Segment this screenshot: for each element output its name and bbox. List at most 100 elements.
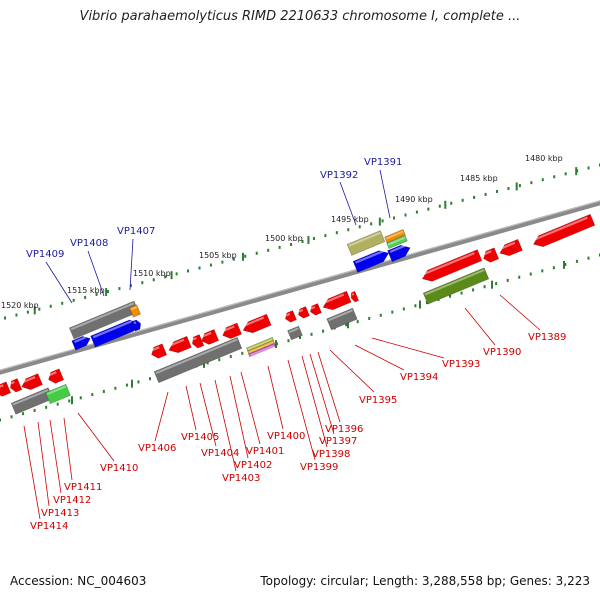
scale-tick-label: 1505 kbp (199, 251, 237, 260)
feature-stripe-1 (246, 336, 274, 352)
scale-line-upper (4, 163, 600, 320)
scale-tick-label: 1510 kbp (133, 269, 171, 278)
scale-tick-label: 1515 kbp (67, 286, 105, 295)
gene-vp1400[interactable] (241, 313, 272, 336)
gene-vp1409[interactable] (71, 334, 92, 351)
gene-label-vp1400[interactable]: VP1400 (267, 431, 305, 442)
gene-label-vp1406-leader (154, 391, 169, 442)
gene-label-vp1411[interactable]: VP1411 (64, 482, 102, 493)
gene-vp1393[interactable] (481, 247, 500, 264)
accession-text: Accession: NC_004603 (10, 574, 147, 588)
gene-label-vp1403-leader (214, 379, 237, 472)
scale-tick-label: 1480 kbp (525, 154, 563, 163)
gene-vp1397[interactable] (308, 303, 322, 316)
feature-green-lower (422, 267, 490, 305)
gene-label-vp1390-leader (464, 307, 496, 346)
gene-vp1392[interactable] (352, 248, 391, 273)
gene-label-vp1389[interactable]: VP1389 (528, 332, 566, 343)
feature-green-upper (386, 235, 408, 249)
feature-gray-lower (326, 307, 358, 331)
gene-label-vp1395[interactable]: VP1395 (359, 395, 397, 406)
gene-label-vp1394[interactable]: VP1394 (400, 372, 438, 383)
gene-label-vp1413[interactable]: VP1413 (41, 508, 79, 519)
feature-green-left (45, 383, 71, 405)
gene-label-vp1410-leader (77, 412, 115, 462)
gene-vp1405[interactable] (167, 335, 192, 356)
gene-vp1410[interactable] (46, 368, 65, 385)
gene-label-vp1391-leader (379, 169, 391, 219)
gene-label-vp1409-leader (45, 261, 73, 304)
gene-label-vp1397[interactable]: VP1397 (319, 436, 357, 447)
gene-label-vp1395-leader (329, 349, 375, 393)
gene-vp1391[interactable] (387, 242, 413, 263)
gene-vp1394[interactable] (420, 249, 483, 285)
gene-vp1403[interactable] (199, 329, 220, 346)
scale-tick-label: 1490 kbp (395, 195, 433, 204)
gene-label-vp1412-leader (49, 419, 62, 494)
gene-label-vp1392-leader (339, 181, 357, 226)
gene-label-vp1408-leader (87, 250, 105, 297)
gene-label-vp1408[interactable]: VP1408 (70, 238, 108, 249)
gene-label-vp1398-leader (301, 355, 328, 448)
feature-gray-long (153, 336, 243, 384)
gene-label-vp1398[interactable]: VP1398 (312, 449, 350, 460)
feature-orange-small (128, 304, 142, 318)
gene-label-vp1404[interactable]: VP1404 (201, 448, 239, 459)
scale-tick-label: 1520 kbp (1, 301, 39, 310)
gene-label-vp1400-leader (267, 365, 284, 430)
gene-label-vp1409[interactable]: VP1409 (26, 249, 64, 260)
gene-vp1412[interactable] (8, 378, 23, 394)
gene-label-vp1414-leader (23, 425, 41, 520)
gene-vp1399[interactable] (283, 310, 297, 323)
gene-label-vp1394-leader (354, 344, 405, 371)
gene-label-vp1411-leader (63, 417, 73, 481)
scale-tick-label: 1485 kbp (460, 174, 498, 183)
gene-label-vp1402-leader (229, 375, 249, 459)
gene-label-vp1393[interactable]: VP1393 (442, 359, 480, 370)
gene-label-vp1406[interactable]: VP1406 (138, 443, 176, 454)
gene-label-vp1407[interactable]: VP1407 (117, 226, 155, 237)
feature-gray-left (10, 387, 54, 415)
gene-vp1398[interactable] (296, 306, 310, 319)
gene-label-vp1403[interactable]: VP1403 (222, 473, 260, 484)
feature-khaki (346, 230, 386, 256)
map-title: Vibrio parahaemolyticus RIMD 2210633 chr… (79, 9, 521, 24)
gene-label-vp1390[interactable]: VP1390 (483, 347, 521, 358)
gene-vp1390[interactable] (498, 238, 523, 259)
gene-vp1404[interactable] (190, 334, 205, 350)
feature-stripe-2 (247, 339, 275, 355)
gene-label-vp1413-leader (37, 421, 50, 507)
gene-label-vp1399-leader (287, 359, 316, 461)
scale-tick-label: 1495 kbp (331, 215, 369, 224)
gene-vp1411[interactable] (19, 373, 43, 393)
gene-vp1401[interactable] (220, 322, 243, 341)
gene-vp1396[interactable] (349, 290, 360, 303)
gene-label-vp1414[interactable]: VP1414 (30, 521, 68, 532)
feature-stripe-3 (248, 342, 276, 358)
gene-label-vp1397-leader (309, 353, 335, 435)
gene-label-vp1393-leader (371, 337, 445, 359)
gene-label-vp1396[interactable]: VP1396 (325, 424, 363, 435)
gene-label-vp1399[interactable]: VP1399 (300, 462, 338, 473)
gene-label-vp1392[interactable]: VP1392 (320, 170, 358, 181)
scale-tick-label: 1500 kbp (265, 234, 303, 243)
genome-backbone (0, 200, 600, 375)
gene-label-vp1407-leader (129, 238, 134, 291)
gene-label-vp1410[interactable]: VP1410 (100, 463, 138, 474)
feature-gray-upper (68, 300, 140, 340)
scale-line-lower (0, 253, 600, 422)
gene-label-vp1405-leader (185, 385, 197, 431)
feature-gray-small (287, 325, 303, 341)
gene-label-vp1401[interactable]: VP1401 (246, 446, 284, 457)
gene-vp1413[interactable] (0, 381, 12, 398)
gene-label-vp1402[interactable]: VP1402 (234, 460, 272, 471)
gene-label-vp1412[interactable]: VP1412 (53, 495, 91, 506)
gene-label-vp1389-leader (499, 294, 541, 331)
gene-vp1406[interactable] (149, 343, 168, 360)
gene-label-vp1391[interactable]: VP1391 (364, 157, 402, 168)
gene-label-vp1405[interactable]: VP1405 (181, 432, 219, 443)
gene-vp1407[interactable] (130, 319, 142, 332)
gene-vp1389[interactable] (531, 213, 596, 250)
gene-vp1395[interactable] (321, 290, 352, 313)
